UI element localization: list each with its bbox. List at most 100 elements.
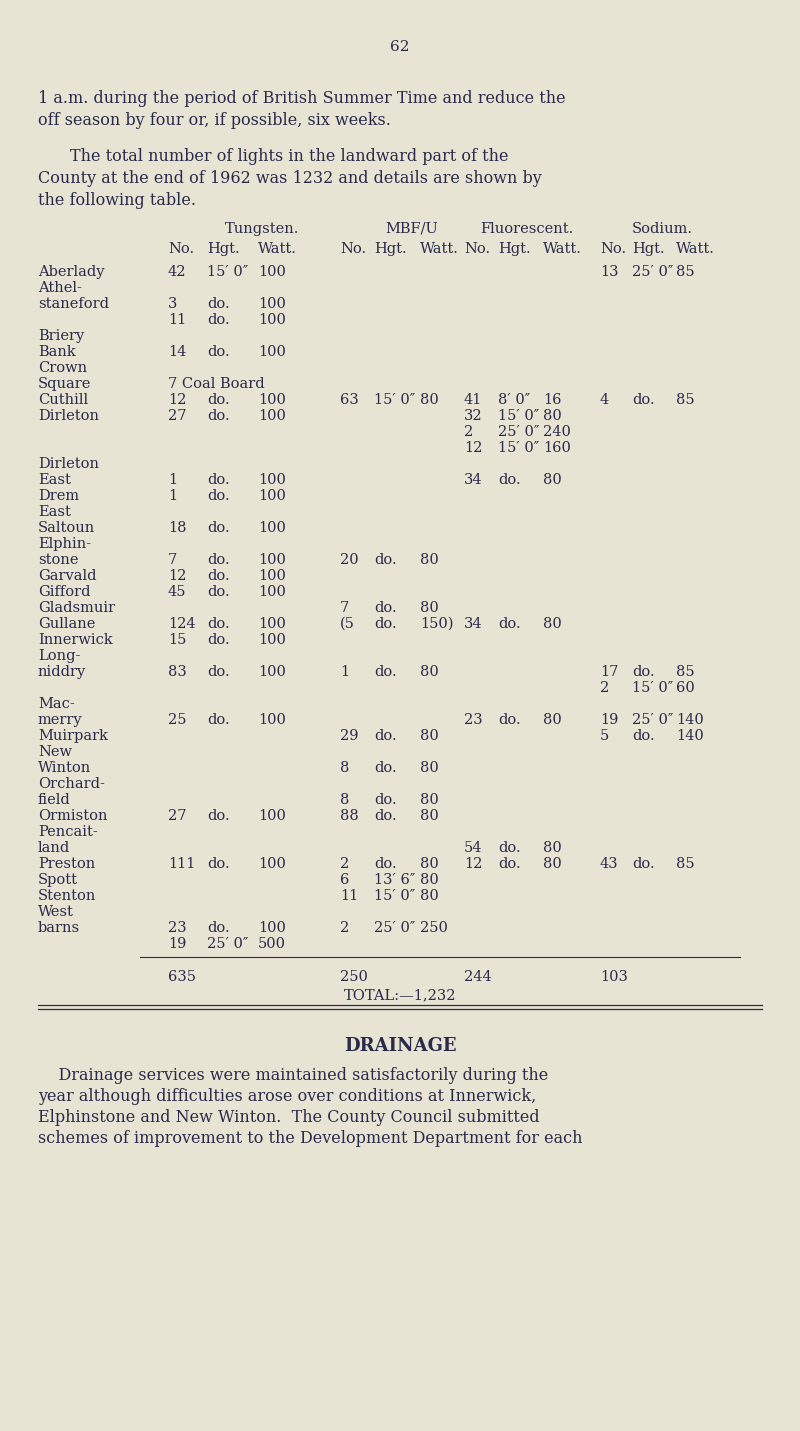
- Text: 500: 500: [258, 937, 286, 952]
- Text: 25′ 0″: 25′ 0″: [374, 922, 415, 934]
- Text: Crown: Crown: [38, 361, 87, 375]
- Text: stone: stone: [38, 552, 78, 567]
- Text: East: East: [38, 474, 71, 487]
- Text: 100: 100: [258, 552, 286, 567]
- Text: do.: do.: [207, 345, 230, 359]
- Text: Elphinstone and New Winton.  The County Council submitted: Elphinstone and New Winton. The County C…: [38, 1109, 540, 1126]
- Text: Fluorescent.: Fluorescent.: [480, 222, 574, 236]
- Text: Stenton: Stenton: [38, 889, 96, 903]
- Text: No.: No.: [340, 242, 366, 256]
- Text: 80: 80: [420, 809, 438, 823]
- Text: No.: No.: [168, 242, 194, 256]
- Text: 25′ 0″: 25′ 0″: [632, 265, 674, 279]
- Text: Saltoun: Saltoun: [38, 521, 95, 535]
- Text: do.: do.: [374, 728, 397, 743]
- Text: 100: 100: [258, 409, 286, 424]
- Text: 85: 85: [676, 665, 694, 678]
- Text: 100: 100: [258, 713, 286, 727]
- Text: 85: 85: [676, 394, 694, 406]
- Text: 12: 12: [168, 570, 186, 582]
- Text: do.: do.: [374, 617, 397, 631]
- Text: do.: do.: [207, 857, 230, 871]
- Text: 80: 80: [420, 728, 438, 743]
- Text: 88: 88: [340, 809, 358, 823]
- Text: The total number of lights in the landward part of the: The total number of lights in the landwa…: [70, 147, 509, 165]
- Text: do.: do.: [374, 809, 397, 823]
- Text: 17: 17: [600, 665, 618, 678]
- Text: 15′ 0″: 15′ 0″: [498, 441, 539, 455]
- Text: 100: 100: [258, 809, 286, 823]
- Text: Hgt.: Hgt.: [374, 242, 406, 256]
- Text: 80: 80: [543, 713, 562, 727]
- Text: 43: 43: [600, 857, 618, 871]
- Text: do.: do.: [207, 521, 230, 535]
- Text: niddry: niddry: [38, 665, 86, 678]
- Text: merry: merry: [38, 713, 82, 727]
- Text: do.: do.: [207, 298, 230, 311]
- Text: 42: 42: [168, 265, 186, 279]
- Text: 62: 62: [390, 40, 410, 54]
- Text: do.: do.: [207, 633, 230, 647]
- Text: 100: 100: [258, 857, 286, 871]
- Text: do.: do.: [207, 665, 230, 678]
- Text: do.: do.: [207, 617, 230, 631]
- Text: 23: 23: [168, 922, 186, 934]
- Text: 15′ 0″: 15′ 0″: [498, 409, 539, 424]
- Text: 80: 80: [543, 409, 562, 424]
- Text: 63: 63: [340, 394, 358, 406]
- Text: 80: 80: [420, 552, 438, 567]
- Text: Drem: Drem: [38, 489, 79, 504]
- Text: 80: 80: [420, 601, 438, 615]
- Text: 240: 240: [543, 425, 571, 439]
- Text: Elphin-: Elphin-: [38, 537, 91, 551]
- Text: the following table.: the following table.: [38, 192, 196, 209]
- Text: do.: do.: [207, 570, 230, 582]
- Text: 15′ 0″: 15′ 0″: [374, 889, 415, 903]
- Text: 2: 2: [340, 857, 350, 871]
- Text: Muirpark: Muirpark: [38, 728, 108, 743]
- Text: Square: Square: [38, 376, 91, 391]
- Text: Preston: Preston: [38, 857, 95, 871]
- Text: 12: 12: [168, 394, 186, 406]
- Text: 111: 111: [168, 857, 195, 871]
- Text: do.: do.: [632, 394, 654, 406]
- Text: Watt.: Watt.: [258, 242, 297, 256]
- Text: do.: do.: [207, 552, 230, 567]
- Text: do.: do.: [207, 394, 230, 406]
- Text: 100: 100: [258, 521, 286, 535]
- Text: Ormiston: Ormiston: [38, 809, 107, 823]
- Text: 80: 80: [420, 761, 438, 776]
- Text: 20: 20: [340, 552, 358, 567]
- Text: Dirleton: Dirleton: [38, 409, 99, 424]
- Text: 32: 32: [464, 409, 482, 424]
- Text: do.: do.: [374, 665, 397, 678]
- Text: Gullane: Gullane: [38, 617, 95, 631]
- Text: 15: 15: [168, 633, 186, 647]
- Text: 100: 100: [258, 313, 286, 328]
- Text: 100: 100: [258, 633, 286, 647]
- Text: do.: do.: [207, 922, 230, 934]
- Text: 19: 19: [600, 713, 618, 727]
- Text: do.: do.: [374, 761, 397, 776]
- Text: 1: 1: [340, 665, 349, 678]
- Text: Cuthill: Cuthill: [38, 394, 88, 406]
- Text: 6: 6: [340, 873, 350, 887]
- Text: 5: 5: [600, 728, 610, 743]
- Text: 25: 25: [168, 713, 186, 727]
- Text: 160: 160: [543, 441, 571, 455]
- Text: 41: 41: [464, 394, 482, 406]
- Text: MBF/U: MBF/U: [385, 222, 438, 236]
- Text: 2: 2: [600, 681, 610, 695]
- Text: 85: 85: [676, 265, 694, 279]
- Text: No.: No.: [600, 242, 626, 256]
- Text: Pencait-: Pencait-: [38, 826, 98, 839]
- Text: 15′ 0″: 15′ 0″: [632, 681, 674, 695]
- Text: staneford: staneford: [38, 298, 109, 311]
- Text: 8: 8: [340, 793, 350, 807]
- Text: Hgt.: Hgt.: [498, 242, 530, 256]
- Text: do.: do.: [632, 857, 654, 871]
- Text: do.: do.: [207, 809, 230, 823]
- Text: 23: 23: [464, 713, 482, 727]
- Text: 12: 12: [464, 441, 482, 455]
- Text: 100: 100: [258, 585, 286, 600]
